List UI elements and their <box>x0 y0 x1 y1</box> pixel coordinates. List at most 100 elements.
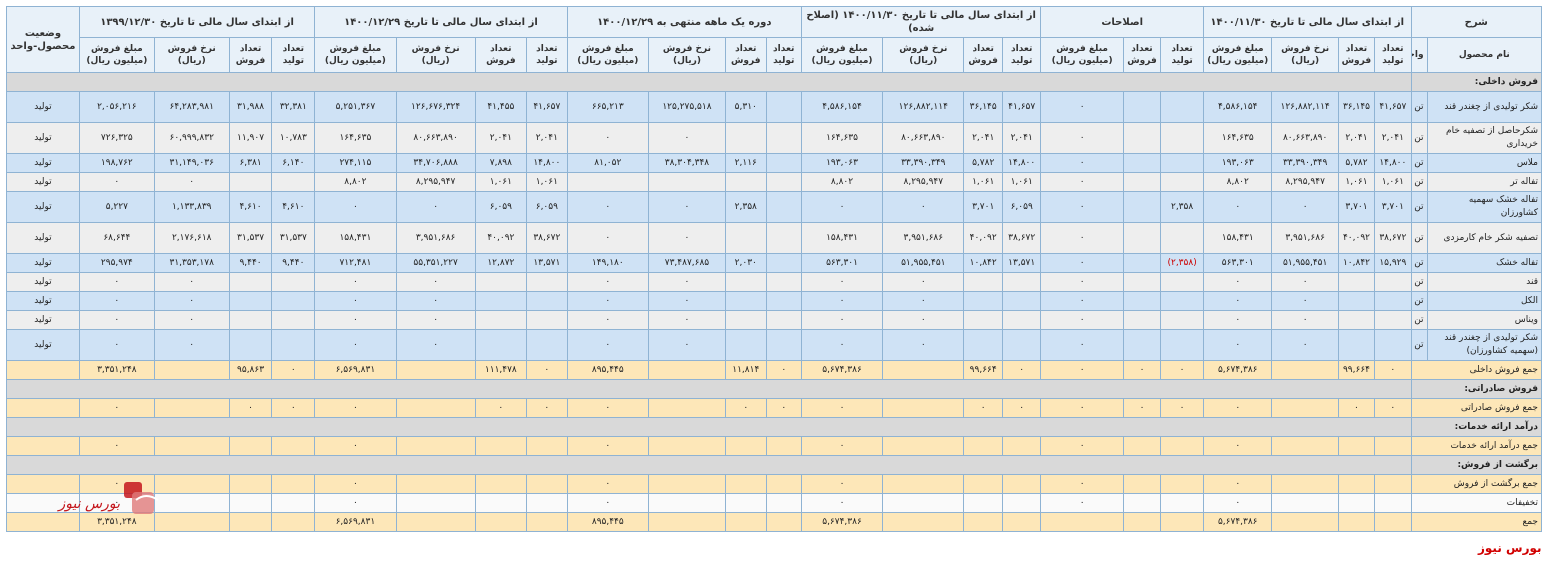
cell: ۳۸,۶۷۲ <box>1374 222 1412 254</box>
cell: ۰ <box>1202 191 1273 223</box>
cell: ۲,۰۴۱ <box>526 122 568 154</box>
status: تولید <box>6 291 80 311</box>
cell: ۲,۰۴۱ <box>1001 122 1042 154</box>
cell: ۰ <box>474 398 528 418</box>
cell: ۰ <box>1202 493 1273 513</box>
table-row: تصفیه شکر خام کارمزدی تن ۳۸,۶۷۲ ۴۰,۰۹۲ ۳,۹۵۱… <box>6 222 1543 254</box>
cell: ۰ <box>1040 153 1124 173</box>
cell: ۰ <box>1202 272 1273 292</box>
sales-table: شرح از ابتدای سال مالی تا تاریخ ۱۴۰۰/۱۱/… <box>6 6 1543 532</box>
cell <box>526 474 568 494</box>
table-row: ملاس تن ۱۴,۸۰۰ ۵,۷۸۲ ۳۳,۳۹۰,۳۴۹ ۱۹۳,۰۶۳ ۰ ۱۴,۸۰… <box>6 153 1543 173</box>
cell: ۱,۰۶۱ <box>526 172 568 192</box>
unit: تن <box>1410 153 1428 173</box>
cell <box>271 291 316 311</box>
cell <box>526 512 568 532</box>
cell: ۰ <box>1271 310 1339 330</box>
cell: ۶۸,۶۴۴ <box>78 222 155 254</box>
status-empty <box>6 493 80 513</box>
cell: ۰ <box>882 329 965 361</box>
cell <box>1271 436 1339 456</box>
cell: ۳۱,۵۳۷ <box>271 222 316 254</box>
section-title: فروش داخلی: <box>1410 72 1543 92</box>
cell <box>1160 512 1204 532</box>
cell <box>1122 222 1162 254</box>
cell: ۵,۷۸۲ <box>1337 153 1376 173</box>
cell <box>724 172 767 192</box>
cell: ۳۸,۳۰۴,۳۴۸ <box>647 153 726 173</box>
cell: ۰ <box>1160 398 1204 418</box>
header-p1-col-3: مبلغ فروش (میلیون ریال) <box>1202 37 1273 73</box>
product-name: شکرحاصل از تصفیه خام خریداری <box>1426 122 1543 154</box>
cell: ۳۱,۳۵۳,۱۷۸ <box>153 253 230 273</box>
cell <box>1122 253 1162 273</box>
table-row: شکر تولیدی از چغندر قند تن ۴۱,۶۵۷ ۳۶,۱۴۵ ۱۲۶… <box>6 91 1543 123</box>
cell: ۱۰,۸۴۲ <box>1337 253 1376 273</box>
cell: ۱۴,۸۰۰ <box>1001 153 1042 173</box>
cell <box>474 474 528 494</box>
cell: ۳۳,۳۹۰,۳۴۹ <box>882 153 965 173</box>
cell: ۰ <box>1040 172 1124 192</box>
cell: ۰ <box>1202 291 1273 311</box>
cell: ۱۹۸,۷۶۲ <box>78 153 155 173</box>
cell <box>1001 291 1042 311</box>
cell: ۱۳,۵۷۱ <box>1001 253 1042 273</box>
header-p1399-col-2: نرخ فروش (ریال) <box>153 37 230 73</box>
cell <box>1271 360 1339 380</box>
cell <box>1337 512 1376 532</box>
cell: ۳,۷۰۱ <box>1337 191 1376 223</box>
cell: ۰ <box>765 360 802 380</box>
status: تولید <box>6 191 80 223</box>
cell <box>724 512 767 532</box>
cell <box>228 474 273 494</box>
table-row: تفاله خشک سهمیه کشاورزان تن ۳,۷۰۱ ۳,۷۰۱ ۰ ۰ ۲,… <box>6 191 1543 223</box>
header-p1-col-1: تعداد فروش <box>1337 37 1376 73</box>
cell: ۳۸,۶۷۲ <box>1001 222 1042 254</box>
logo: بورس نیوز <box>56 482 159 514</box>
table-row: تخفیفات ۰ ۰ ۰ ۰ ۰ ۰ <box>6 493 1543 513</box>
section-row-domestic: فروش داخلی: <box>6 72 1543 92</box>
cell: ۹۹,۶۶۴ <box>1337 360 1376 380</box>
header-p1399-col-0: تعداد تولید <box>271 37 316 73</box>
cell: ۱۱,۹۰۷ <box>228 122 273 154</box>
cell: ۶,۵۶۹,۸۳۱ <box>314 512 397 532</box>
table-row: شکرحاصل از تصفیه خام خریداری تن ۲,۰۴۱ ۲,۰۴۱… <box>6 122 1543 154</box>
cell <box>271 436 316 456</box>
cell <box>882 493 965 513</box>
cell <box>271 172 316 192</box>
cell: ۰ <box>647 122 726 154</box>
cell <box>474 512 528 532</box>
cell: ۰ <box>765 398 802 418</box>
cell: ۰ <box>800 272 884 292</box>
cell: ۰ <box>566 493 649 513</box>
cell: ۳,۹۵۱,۶۸۶ <box>882 222 965 254</box>
cell: ۱۵۸,۴۳۱ <box>800 222 884 254</box>
cell: ۵,۶۷۴,۳۸۶ <box>800 512 884 532</box>
cell <box>1160 310 1204 330</box>
cell: ۰ <box>78 436 155 456</box>
table-row: جمع فروش صادراتی ۰ ۰ ۰ ۰ ۰ ۰ ۰ ۰ ۰ ۰ ۰ ۰ ۰ ۰ ۰ ۰ ۰ ۰ <box>6 398 1543 418</box>
cell: ۰ <box>566 310 649 330</box>
product-name: جمع فروش داخلی <box>1410 360 1543 380</box>
cell: ۰ <box>78 291 155 311</box>
cell <box>1160 222 1204 254</box>
cell <box>765 122 802 154</box>
cell <box>1374 493 1412 513</box>
cell: ۰ <box>566 436 649 456</box>
unit: تن <box>1410 91 1428 123</box>
cell: ۳۳,۳۹۰,۳۴۹ <box>1271 153 1339 173</box>
cell: ۲,۱۱۶ <box>724 153 767 173</box>
cell: ۰ <box>1001 360 1042 380</box>
cell: ۵,۶۷۴,۳۸۶ <box>800 360 884 380</box>
cell: ۰ <box>1271 272 1339 292</box>
cell <box>153 436 230 456</box>
cell <box>474 272 528 292</box>
cell: ۷۱۲,۴۸۱ <box>314 253 397 273</box>
cell: ۰ <box>1040 91 1124 123</box>
cell <box>153 493 230 513</box>
cell <box>963 512 1003 532</box>
cell: ۱۲۶,۸۸۲,۱۱۴ <box>1271 91 1339 123</box>
product-name: تفاله خشک <box>1426 253 1543 273</box>
header-period-1400: از ابتدای سال مالی تا تاریخ ۱۴۰۰/۱۲/۲۹ <box>314 6 568 38</box>
cell <box>1271 474 1339 494</box>
